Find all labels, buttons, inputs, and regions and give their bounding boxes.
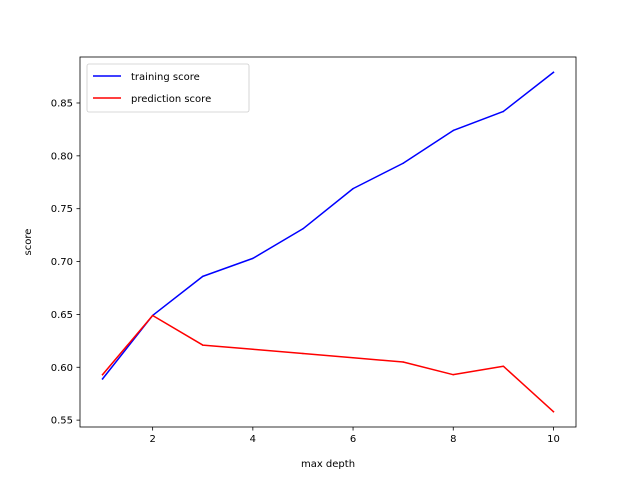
series-2-point-4 bbox=[252, 348, 254, 351]
series-line-2 bbox=[101, 314, 555, 413]
x-tick-label: 2 bbox=[149, 434, 155, 445]
x-tick-label: 10 bbox=[547, 434, 560, 445]
plot-frame bbox=[79, 56, 577, 428]
series-2-point-9 bbox=[502, 365, 505, 367]
series-2-point-2 bbox=[151, 314, 154, 317]
series-1-point-10 bbox=[552, 71, 555, 74]
y-tick-label: 0.60 bbox=[51, 363, 73, 374]
legend-label-1: training score bbox=[131, 72, 200, 83]
axes bbox=[79, 56, 577, 428]
legend-label-2: prediction score bbox=[131, 94, 211, 105]
ticks: 2 4 6 8 10 0.55 0.60 0.65 0.70 0.75 0.80 0.85 bbox=[51, 98, 560, 445]
series-1-point-6 bbox=[352, 187, 354, 190]
y-tick-label: 0.80 bbox=[51, 151, 73, 162]
series-2-point-5 bbox=[302, 352, 304, 355]
series-1-point-3 bbox=[202, 275, 204, 278]
series-2-point-6 bbox=[352, 357, 354, 359]
y-tick-label: 0.55 bbox=[51, 416, 73, 427]
series-lines bbox=[101, 71, 555, 413]
y-tick-label: 0.75 bbox=[51, 204, 73, 215]
x-tick-label: 6 bbox=[350, 434, 356, 445]
y-tick-label: 0.65 bbox=[51, 310, 73, 321]
series-1-point-7 bbox=[402, 162, 404, 164]
series-2-point-8 bbox=[452, 373, 454, 376]
series-2-point-10 bbox=[552, 410, 555, 413]
series-2-point-1 bbox=[101, 373, 104, 376]
series-1-point-5 bbox=[302, 228, 304, 230]
x-tick-label: 8 bbox=[450, 434, 456, 445]
series-2-point-3 bbox=[202, 344, 204, 346]
plot-background bbox=[80, 57, 576, 427]
y-tick-label: 0.85 bbox=[51, 98, 73, 109]
legend-box bbox=[86, 63, 250, 113]
x-axis-label: max depth bbox=[301, 459, 355, 470]
y-axis-label: score bbox=[23, 229, 34, 256]
series-1-point-1 bbox=[101, 378, 104, 380]
legend: training score prediction score bbox=[86, 63, 250, 113]
x-tick-label: 4 bbox=[250, 434, 256, 445]
series-1-point-8 bbox=[452, 129, 454, 132]
y-tick-label: 0.70 bbox=[51, 257, 73, 268]
series-1-point-9 bbox=[502, 110, 505, 113]
series-1-point-4 bbox=[252, 257, 254, 260]
series-2-point-7 bbox=[402, 361, 404, 363]
series-line-1 bbox=[101, 71, 555, 380]
